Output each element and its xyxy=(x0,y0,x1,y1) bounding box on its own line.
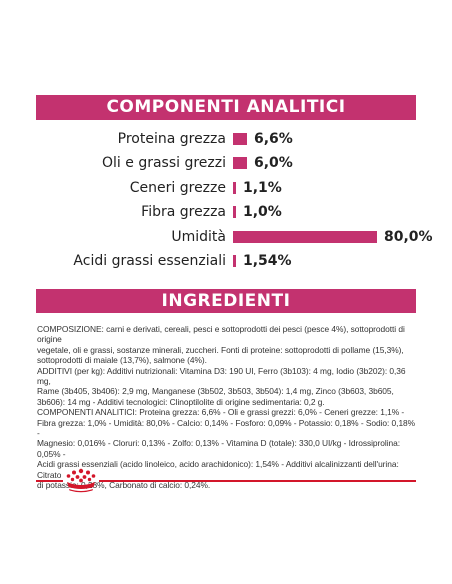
ingredienti-text: COMPOSIZIONE: carni e derivati, cereali,… xyxy=(37,324,419,491)
analitici-row-value: 1,54% xyxy=(243,253,292,269)
analitici-row: Fibra grezza 1,0% xyxy=(0,202,452,222)
analitici-row-label: Fibra grezza xyxy=(141,204,226,220)
ingredienti-line: COMPONENTI ANALITICI: Proteina grezza: 6… xyxy=(37,407,405,418)
ingredienti-line: Magnesio: 0,016% - Cloruri: 0,13% - Zolf… xyxy=(37,438,400,459)
analitici-row: Proteina grezza 6,6% xyxy=(0,129,452,149)
ingredienti-line: Fibra grezza: 1,0% - Umidità: 80,0% - Ca… xyxy=(37,417,416,439)
ingredienti-line: 3b606): 14 mg - Additivi tecnologici: Cl… xyxy=(37,396,325,407)
analitici-table: Proteina grezza 6,6% Oli e grassi grezzi 6,… xyxy=(0,129,452,275)
footer-line-right xyxy=(99,480,416,482)
analitici-row-value: 6,0% xyxy=(254,155,293,171)
footer-line-left xyxy=(36,480,63,482)
analitici-row: Ceneri grezze 1,1% xyxy=(0,178,452,198)
analitici-row-bar xyxy=(233,206,236,218)
analitici-row-label: Ceneri grezze xyxy=(129,180,226,196)
royal-canin-crown-icon xyxy=(66,468,96,493)
analitici-row-bar xyxy=(233,182,236,194)
analitici-row-value: 80,0% xyxy=(384,229,433,245)
analitici-row-value: 6,6% xyxy=(254,131,293,147)
analitici-row-label: Acidi grassi essenziali xyxy=(73,253,226,269)
analitici-row-label: Oli e grassi grezzi xyxy=(102,155,226,171)
analitici-row-value: 1,1% xyxy=(243,180,282,196)
ingredienti-title: INGREDIENTI xyxy=(161,291,291,311)
ingredienti-banner: INGREDIENTI xyxy=(36,289,416,313)
ingredienti-line: ADDITIVI (per kg): Additivi nutrizionali… xyxy=(37,365,406,387)
analitici-row-label: Proteina grezza xyxy=(117,131,226,147)
ingredienti-line: vegetale, oli e grassi, sostanze mineral… xyxy=(37,344,404,355)
analitici-row-bar xyxy=(233,255,236,267)
analitici-row-bar xyxy=(233,157,247,169)
analitici-row-bar xyxy=(233,231,377,243)
analitici-row-value: 1,0% xyxy=(243,204,282,220)
analitici-row-label: Umidità xyxy=(171,229,226,245)
ingredienti-line: Acidi grassi essenziali (acido linoleico… xyxy=(37,459,399,480)
analitici-row: Umidità 80,0% xyxy=(0,227,452,247)
analitici-row-bar xyxy=(233,133,247,145)
ingredienti-line: sottoprodotti di maiale (13,7%), salmone… xyxy=(37,355,207,366)
ingredienti-line: COMPOSIZIONE: carni e derivati, cereali,… xyxy=(37,324,405,345)
ingredienti-line: di potassio: 0,28%, Carbonato di calcio:… xyxy=(37,480,211,491)
ingredienti-line: Rame (3b405, 3b406): 2,9 mg, Manganese (… xyxy=(37,386,394,397)
analitici-banner: COMPONENTI ANALITICI xyxy=(36,95,416,120)
analitici-title: COMPONENTI ANALITICI xyxy=(106,97,346,117)
analitici-row: Acidi grassi essenziali 1,54% xyxy=(0,251,452,271)
analitici-row: Oli e grassi grezzi 6,0% xyxy=(0,153,452,173)
